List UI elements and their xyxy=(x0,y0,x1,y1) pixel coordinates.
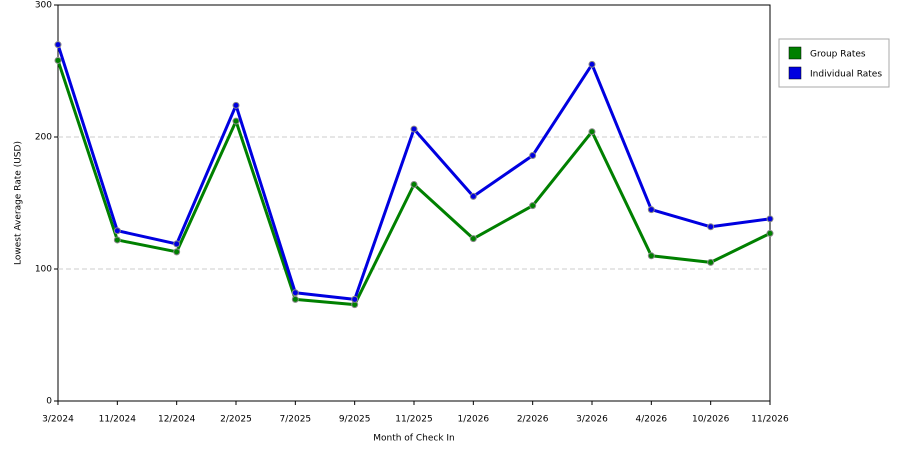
data-point xyxy=(647,252,655,260)
legend-box xyxy=(778,38,890,88)
x-axis-label: Month of Check In xyxy=(373,434,455,444)
data-point xyxy=(529,151,537,159)
y-axis-label: Lowest Average Rate (USD) xyxy=(14,141,24,265)
data-point xyxy=(588,60,596,68)
x-tick-label: 2/2026 xyxy=(517,415,549,425)
x-tick-label: 11/2026 xyxy=(751,415,789,425)
x-tick-label: 11/2025 xyxy=(395,415,432,425)
data-point xyxy=(707,258,715,266)
data-point xyxy=(54,41,62,49)
data-point xyxy=(410,181,418,189)
x-tick-label: 3/2026 xyxy=(576,415,608,425)
data-point xyxy=(232,101,240,109)
data-point xyxy=(291,295,299,303)
x-tick-label: 10/2026 xyxy=(692,415,730,425)
data-point xyxy=(529,202,537,210)
legend-swatch xyxy=(788,46,802,60)
data-point xyxy=(647,206,655,214)
x-tick-label: 1/2026 xyxy=(457,415,489,425)
data-point xyxy=(707,223,715,231)
data-point xyxy=(588,128,596,136)
data-point xyxy=(113,236,121,244)
data-point xyxy=(173,240,181,248)
data-point xyxy=(766,215,774,223)
x-tick-label: 12/2024 xyxy=(158,415,196,425)
data-point xyxy=(469,235,477,243)
data-point xyxy=(54,56,62,64)
data-point xyxy=(410,125,418,133)
x-tick-label: 4/2026 xyxy=(635,415,667,425)
y-tick-label: 300 xyxy=(35,1,52,11)
legend-swatch xyxy=(788,66,802,80)
data-point xyxy=(291,289,299,297)
data-point xyxy=(113,227,121,235)
y-tick-label: 200 xyxy=(35,133,52,143)
data-point xyxy=(173,248,181,256)
x-tick-label: 9/2025 xyxy=(339,415,371,425)
legend-label: Group Rates xyxy=(810,50,866,60)
data-point xyxy=(469,192,477,200)
x-tick-label: 3/2024 xyxy=(42,415,74,425)
x-tick-label: 7/2025 xyxy=(279,415,311,425)
y-tick-label: 0 xyxy=(46,397,52,407)
data-point xyxy=(351,295,359,303)
plot-area xyxy=(57,4,771,402)
y-tick-label: 100 xyxy=(35,265,52,275)
data-point xyxy=(232,117,240,125)
data-point xyxy=(766,229,774,237)
legend-label: Individual Rates xyxy=(810,70,882,80)
x-tick-label: 2/2025 xyxy=(220,415,252,425)
x-tick-label: 11/2024 xyxy=(99,415,137,425)
